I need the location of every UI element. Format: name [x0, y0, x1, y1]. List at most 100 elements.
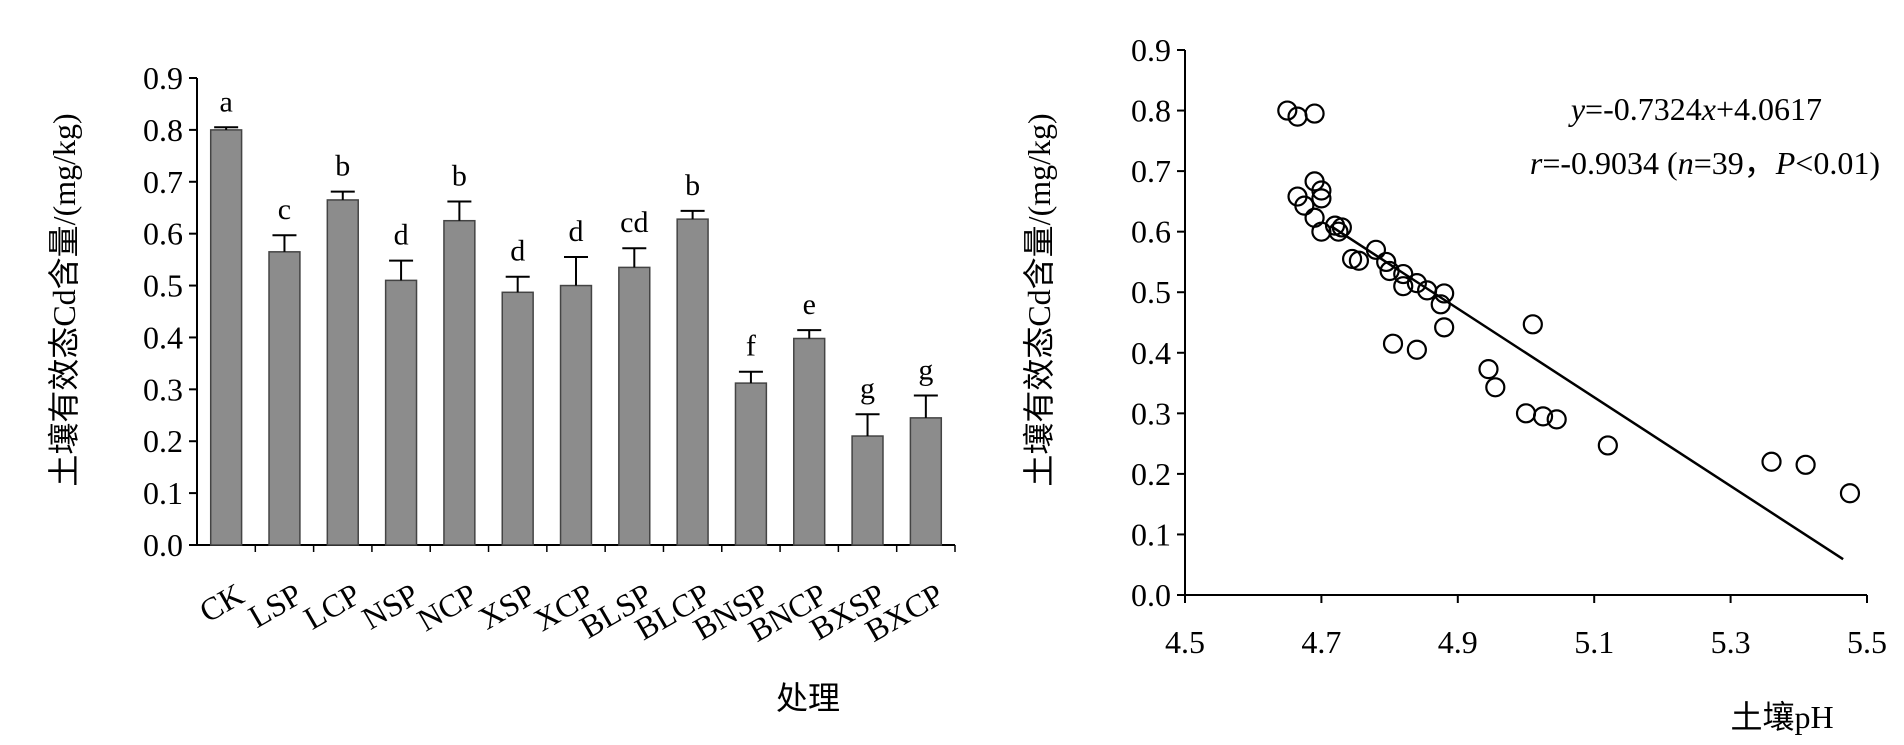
- eq-y-var: y: [1568, 91, 1586, 127]
- scatter-chart: 0.0 0.1 0.2 0.3 0.4 0.5 0.6 0.7 0.8 0.9 4.5 4.7 4.9…: [1021, 32, 1887, 735]
- significance-label: b: [335, 150, 350, 183]
- bar-bxsp: [851, 435, 884, 546]
- significance-label: d: [569, 215, 584, 248]
- scatter-point: [1328, 221, 1349, 242]
- bar-ck: [209, 129, 243, 546]
- scatter-plot-area: [1184, 50, 1867, 596]
- stat-p-value: <0.01): [1795, 145, 1880, 181]
- scatter-point: [1304, 207, 1325, 228]
- scatter-point: [1522, 314, 1543, 335]
- scatter-point: [1434, 283, 1455, 304]
- scatter-point: [1379, 260, 1400, 282]
- scatter-x-tick-label: 4.9: [1438, 624, 1478, 660]
- scatter-point: [1478, 359, 1499, 380]
- bar-y-tick-label: 0.1: [143, 475, 183, 511]
- correlation-stats: r=-0.9034 (n=39，P<0.01): [1530, 145, 1880, 181]
- scatter-point: [1546, 409, 1567, 430]
- scatter-point: [1393, 276, 1414, 297]
- significance-label: f: [746, 330, 756, 363]
- bar-x-tick-label: CK: [193, 576, 249, 629]
- bar-bxcp: [909, 417, 943, 546]
- significance-label: g: [918, 354, 933, 387]
- bar-x-ticks: CKLSPLCPNSPNCPXSPXCPBLSPBLCPBNSPBNCPBXSP…: [193, 545, 956, 649]
- scatter-y-tick-label: 0.7: [1131, 153, 1171, 189]
- bar-bncp: [793, 337, 826, 546]
- stat-n-var: n: [1678, 145, 1694, 181]
- scatter-x-axis-title: 土壤pH: [1730, 699, 1833, 735]
- scatter-y-tick-label: 0.2: [1131, 456, 1171, 492]
- stat-r-var: r: [1530, 145, 1543, 181]
- scatter-point: [1434, 317, 1455, 338]
- regression-line: [1330, 225, 1844, 561]
- scatter-point: [1382, 333, 1404, 354]
- scatter-point: [1406, 273, 1427, 294]
- scatter-x-tick-label: 5.3: [1711, 624, 1751, 660]
- scatter-point: [1376, 251, 1397, 273]
- scatter-point: [1839, 483, 1861, 504]
- scatter-point: [1532, 406, 1554, 427]
- scatter-point: [1485, 377, 1506, 398]
- scatter-point: [1761, 451, 1782, 472]
- bar-y-tick-label: 0.7: [143, 164, 183, 200]
- bar-ncp: [443, 219, 476, 546]
- scatter-x-tick-label: 5.5: [1847, 624, 1887, 660]
- significance-label: d: [510, 235, 525, 268]
- significance-label: e: [803, 288, 816, 321]
- bar-xcp: [559, 284, 593, 546]
- bar-lsp: [268, 251, 301, 546]
- scatter-point: [1515, 403, 1537, 424]
- significance-label: g: [860, 372, 875, 405]
- eq-x-var: x: [1701, 91, 1716, 127]
- scatter-point: [1430, 294, 1451, 315]
- significance-label: cd: [620, 206, 648, 239]
- bar-xsp: [501, 291, 534, 546]
- scatter-point: [1597, 435, 1618, 456]
- scatter-y-tick-label: 0.0: [1131, 577, 1171, 613]
- bar-y-axis-title: 土壤有效态Cd含量/(mg/kg): [46, 113, 82, 486]
- bar-plot-area: a c b d b d d cd b f e g g: [196, 78, 955, 546]
- significance-label: d: [394, 219, 409, 252]
- significance-label: b: [452, 159, 467, 192]
- scatter-y-tick-label: 0.8: [1131, 93, 1171, 129]
- scatter-point: [1406, 339, 1427, 360]
- scatter-point: [1348, 250, 1370, 271]
- bar-bnsp: [734, 382, 768, 546]
- scatter-point: [1277, 100, 1298, 121]
- bar-nsp: [384, 279, 418, 546]
- significance-label: b: [685, 169, 700, 202]
- bar-lcp: [326, 199, 359, 546]
- scatter-x-tick-label: 5.1: [1574, 624, 1614, 660]
- bar-x-tick-label: NCP: [411, 576, 483, 638]
- bar-blcp: [676, 218, 709, 546]
- stat-n-value: =39，: [1694, 145, 1776, 181]
- scatter-y-tick-label: 0.4: [1131, 335, 1171, 371]
- bar-y-tick-label: 0.3: [143, 371, 183, 407]
- bar-y-tick-label: 0.4: [143, 319, 183, 355]
- significance-label: a: [219, 85, 232, 118]
- eq-slope: =-0.7324: [1585, 91, 1702, 127]
- bar-y-tick-label: 0.6: [143, 216, 183, 252]
- scatter-point: [1795, 454, 1816, 475]
- scatter-point: [1331, 217, 1352, 238]
- scatter-y-axis-title: 土壤有效态Cd含量/(mg/kg): [1021, 113, 1057, 486]
- scatter-y-tick-label: 0.1: [1131, 516, 1171, 552]
- scatter-y-tick-label: 0.6: [1131, 214, 1171, 250]
- scatter-point: [1304, 103, 1325, 124]
- scatter-x-tick-label: 4.7: [1301, 624, 1341, 660]
- bar-y-tick-label: 0.8: [143, 112, 183, 148]
- scatter-x-tick-label: 4.5: [1165, 624, 1205, 660]
- bar-y-tick-label: 0.2: [143, 423, 183, 459]
- scatter-y-tick-label: 0.9: [1131, 32, 1171, 68]
- scatter-point: [1287, 106, 1308, 127]
- eq-intercept: +4.0617: [1716, 91, 1822, 127]
- scatter-x-ticks: 4.5 4.7 4.9 5.1 5.3 5.5: [1165, 595, 1887, 660]
- regression-equation: y=-0.7324x+4.0617: [1568, 91, 1822, 127]
- scatter-y-tick-label: 0.5: [1131, 274, 1171, 310]
- scatter-point: [1311, 180, 1332, 201]
- stat-r-value: =-0.9034 (: [1542, 145, 1677, 181]
- scatter-y-ticks: 0.0 0.1 0.2 0.3 0.4 0.5 0.6 0.7 0.8 0.9: [1131, 32, 1185, 613]
- significance-label: c: [278, 193, 291, 226]
